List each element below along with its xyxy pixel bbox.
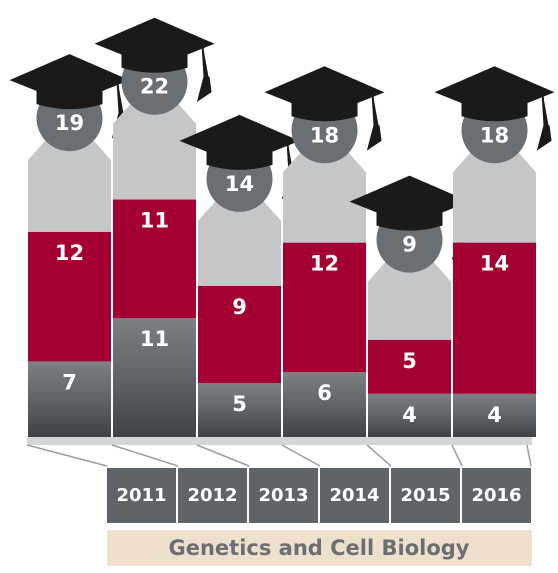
total-label: 18	[310, 123, 339, 147]
value-label: 5	[232, 392, 247, 416]
connector	[282, 445, 320, 466]
value-label: 4	[487, 403, 502, 427]
x-tick-label: 2016	[471, 485, 521, 506]
value-label: 9	[232, 295, 247, 319]
chart-title: Genetics and Cell Biology	[169, 536, 470, 560]
connector	[197, 445, 249, 466]
total-label: 19	[55, 111, 84, 135]
x-tick-label: 2015	[400, 485, 450, 506]
tassel	[199, 44, 211, 100]
connector	[367, 445, 391, 466]
value-label: 14	[480, 252, 509, 276]
chart: 19 7 12 22 11 11 14 5 9 18 6 12 9 4 5 18 4 14 Genetics an…	[0, 0, 558, 573]
x-tick-label: 2014	[329, 485, 379, 506]
body	[198, 199, 281, 286]
x-tick-label: 2012	[187, 485, 237, 506]
body	[28, 138, 111, 232]
cap-base	[207, 149, 273, 170]
connector	[27, 445, 107, 466]
total-label: 18	[480, 123, 509, 147]
value-label: 4	[402, 403, 417, 427]
value-label: 11	[140, 208, 169, 232]
value-label: 12	[310, 252, 339, 276]
base-bar	[27, 437, 532, 445]
value-label: 5	[402, 349, 417, 373]
body	[453, 150, 536, 242]
cap-base	[462, 100, 528, 121]
body	[283, 150, 366, 242]
connector	[112, 445, 178, 466]
x-tick-label: 2011	[116, 485, 166, 506]
tassel	[539, 92, 551, 148]
total-label: 22	[140, 75, 169, 99]
cap-base	[377, 210, 443, 231]
total-label: 14	[225, 172, 254, 196]
x-tick-label: 2013	[258, 485, 308, 506]
tassel	[369, 92, 381, 148]
value-label: 7	[62, 370, 77, 394]
cap-base	[37, 88, 103, 109]
cap-base	[292, 100, 358, 121]
connector	[452, 445, 462, 466]
total-label: 9	[402, 233, 417, 257]
value-label: 6	[317, 381, 332, 405]
value-label: 12	[55, 241, 84, 265]
columns: 19 7 12 22 11 11 14 5 9 18 6 12 9 4 5 18 4 14	[10, 18, 555, 437]
value-label: 11	[140, 327, 169, 351]
cap-base	[122, 52, 188, 73]
body	[113, 102, 196, 200]
connector	[527, 445, 531, 466]
